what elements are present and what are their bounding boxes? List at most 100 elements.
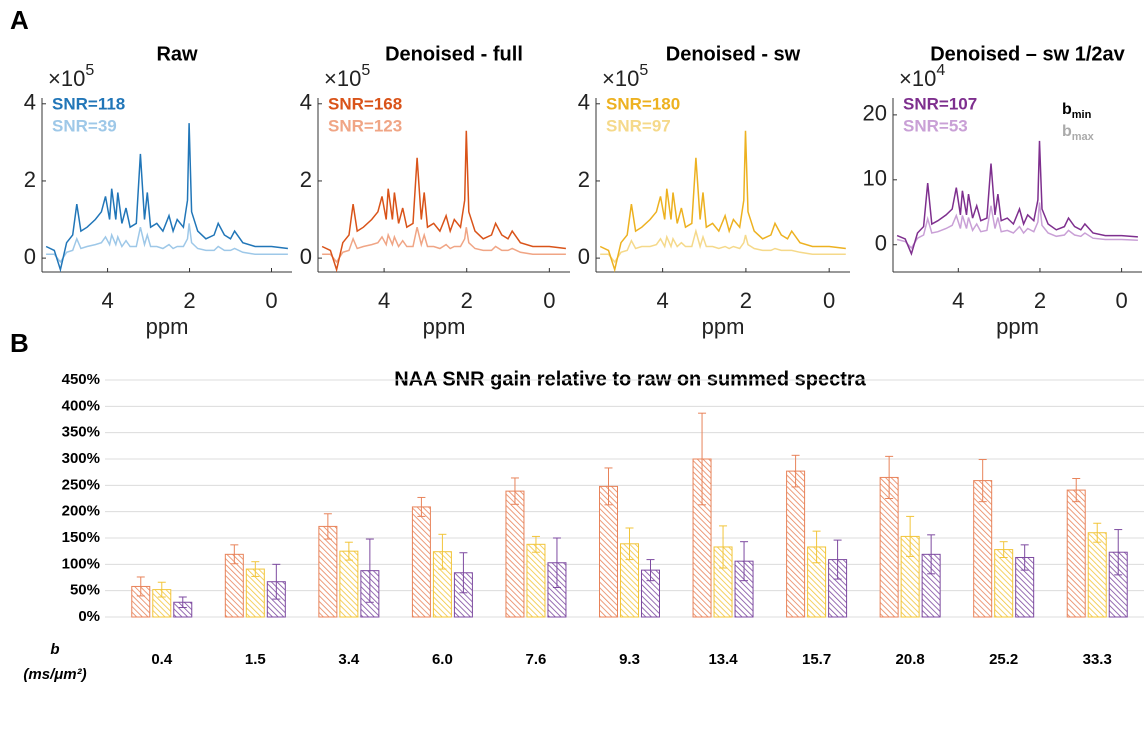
x-tick-label: 13.4 — [708, 651, 738, 668]
x-tick-label: 3.4 — [338, 651, 360, 668]
error-bar — [1114, 529, 1123, 576]
x-tick-label: 4 — [952, 288, 964, 313]
y-tick-label: 2 — [300, 167, 312, 192]
chart-title: Denoised - full — [385, 43, 523, 65]
x-tick-label: 2 — [183, 288, 195, 313]
legend-name: b — [1062, 123, 1072, 140]
x-tick-label: 20.8 — [896, 651, 925, 668]
bar — [1066, 489, 1086, 618]
x-tick-label: 0 — [543, 288, 555, 313]
y-scale-base: ×10 — [899, 66, 936, 91]
y-tick-label: 50% — [70, 582, 100, 599]
x-tick-label: 0 — [1115, 288, 1127, 313]
x-tick-label: 4 — [101, 288, 113, 313]
x-tick-label: 6.0 — [432, 651, 453, 668]
y-tick-label: 150% — [62, 529, 100, 546]
error-bar — [927, 534, 936, 575]
x-axis-label: b — [50, 641, 59, 658]
x-tick-label: 9.3 — [619, 651, 640, 668]
legend-subscript: max — [1072, 131, 1095, 143]
x-tick-label: 25.2 — [989, 651, 1018, 668]
snr-label: SNR=107 — [903, 94, 977, 113]
y-scale-base: ×10 — [602, 66, 639, 91]
spectrum-line — [322, 227, 566, 264]
error-bar — [272, 563, 281, 600]
bar — [339, 550, 359, 618]
error-bar — [417, 496, 426, 517]
error-bar — [740, 541, 749, 582]
snr-label: SNR=97 — [606, 116, 671, 135]
error-bar — [438, 533, 447, 570]
error-bar — [625, 527, 634, 561]
x-axis-label: ppm — [146, 314, 189, 339]
spectrum-line — [600, 228, 846, 264]
y-tick-label: 4 — [24, 90, 36, 115]
x-tick-label: 1.5 — [245, 651, 266, 668]
x-tick-label: 0 — [265, 288, 277, 313]
error-bar — [719, 525, 728, 569]
error-bar — [552, 537, 561, 589]
error-bar — [999, 541, 1008, 558]
error-bar — [459, 552, 468, 594]
bar — [599, 485, 618, 618]
bar — [411, 506, 431, 618]
snr-label: SNR=123 — [328, 116, 402, 135]
snr-label: SNR=53 — [903, 116, 968, 135]
error-bar — [646, 559, 655, 582]
error-bar — [136, 576, 145, 597]
y-scale-exponent: 5 — [639, 62, 648, 79]
bar — [786, 470, 806, 618]
panel-label: A — [10, 5, 29, 35]
x-tick-label: 15.7 — [802, 651, 831, 668]
error-bar — [230, 544, 239, 565]
y-tick-label: 100% — [62, 555, 100, 572]
x-axis-unit: (ms/μm²) — [23, 666, 86, 683]
y-tick-label: 400% — [62, 397, 100, 414]
y-tick-label: 350% — [62, 424, 100, 441]
legend-subscript: min — [1072, 109, 1092, 121]
bar — [318, 525, 338, 618]
error-bar — [157, 581, 166, 598]
y-tick-label: 250% — [62, 476, 100, 493]
error-bar — [344, 541, 353, 561]
error-bar — [323, 513, 332, 540]
y-scale-base: ×10 — [324, 66, 361, 91]
spectrum-line — [599, 130, 846, 273]
y-scale-base: ×10 — [48, 66, 85, 91]
snr-label: SNR=168 — [328, 94, 402, 113]
error-bar — [791, 454, 800, 488]
x-tick-label: 2 — [461, 288, 473, 313]
error-bar — [365, 538, 374, 603]
y-scale-exponent: 5 — [85, 62, 94, 79]
x-tick-label: 4 — [378, 288, 390, 313]
x-tick-label: 0 — [823, 288, 835, 313]
error-bar — [833, 539, 842, 580]
error-bar — [531, 535, 540, 553]
spectrum-line — [896, 140, 1138, 257]
chart-title: Raw — [156, 43, 198, 65]
y-tick-label: 300% — [62, 450, 100, 467]
error-bar — [978, 459, 987, 503]
x-tick-label: 7.6 — [526, 651, 547, 668]
y-tick-label: 2 — [578, 167, 590, 192]
x-tick-label: 0.4 — [151, 651, 173, 668]
spectrum-line — [45, 123, 288, 273]
y-tick-label: 20 — [863, 101, 887, 126]
y-scale-exponent: 5 — [361, 62, 370, 79]
bar — [994, 549, 1014, 618]
bar — [505, 490, 525, 618]
chart-title: Denoised – sw 1/2av — [930, 43, 1125, 65]
x-axis-label: ppm — [996, 314, 1039, 339]
y-tick-label: 4 — [300, 90, 312, 115]
error-bar — [906, 515, 915, 557]
x-tick-label: 2 — [740, 288, 752, 313]
x-tick-label: 2 — [1034, 288, 1046, 313]
y-tick-label: 200% — [62, 503, 100, 520]
y-tick-label: 0% — [78, 608, 100, 625]
y-tick-label: 450% — [62, 371, 100, 388]
spectrum-line — [321, 130, 566, 273]
y-tick-label: 0 — [300, 244, 312, 269]
y-scale-label: ×105 — [602, 62, 648, 91]
legend-name: b — [1062, 101, 1072, 118]
